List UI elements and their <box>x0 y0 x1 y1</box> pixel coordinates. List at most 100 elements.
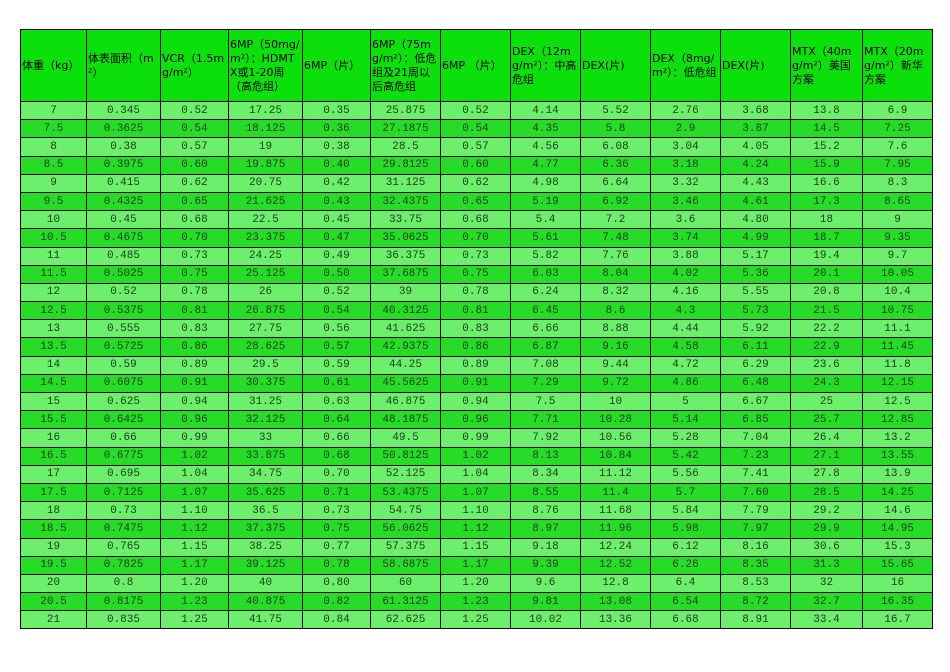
table-cell: 41.75 <box>228 610 303 630</box>
table-cell: 0.81 <box>160 301 229 321</box>
table-cell: 0.80 <box>302 573 371 594</box>
table-cell: 26.4 <box>790 428 863 448</box>
table-cell: 0.5375 <box>86 301 161 321</box>
table-cell: 30.6 <box>790 537 863 557</box>
table-row: 7.5 0.3625 0.54 18.125 0.36 27.1875 0.54 4.35 5.… <box>20 119 933 139</box>
table-cell: 0.94 <box>160 391 229 412</box>
table-cell: 0.49 <box>302 246 371 266</box>
table-cell: 9 <box>20 173 87 193</box>
table-cell: 9.44 <box>580 355 651 375</box>
table-cell: 32.7 <box>790 592 863 612</box>
table-cell: 6.92 <box>580 191 651 212</box>
table-cell: 7.97 <box>720 519 791 539</box>
table-cell: 0.54 <box>302 301 371 321</box>
table-cell: 48.1875 <box>370 410 441 430</box>
table-cell: 57.375 <box>370 537 441 557</box>
dosage-table: 体重（kg） 体表面积（m²） VCR（1.5mg/m²） 6MP（50mg/m²）：… <box>20 29 933 630</box>
table-cell: 0.57 <box>160 137 229 157</box>
table-row: 8.5 0.3975 0.60 19.875 0.40 29.8125 0.60 4.77 6.… <box>20 155 933 175</box>
table-cell: 44.25 <box>370 355 441 375</box>
table-cell: 4.43 <box>720 173 791 193</box>
table-cell: 33.75 <box>370 210 441 230</box>
table-cell: 0.89 <box>160 355 229 375</box>
table-cell: 0.62 <box>440 173 511 193</box>
table-cell: 21 <box>20 610 87 630</box>
table-cell: 6.85 <box>720 410 791 430</box>
table-cell: 9.39 <box>510 555 581 575</box>
table-cell: 5.8 <box>580 119 651 139</box>
table-cell: 0.91 <box>160 373 229 394</box>
table-cell: 10.05 <box>862 264 933 284</box>
table-cell: 46.875 <box>370 391 441 412</box>
table-cell: 6.12 <box>650 537 721 557</box>
table-cell: 19 <box>228 137 303 157</box>
table-cell: 9.5 <box>20 191 87 212</box>
table-cell: 0.485 <box>86 246 161 266</box>
table-cell: 0.66 <box>86 428 161 448</box>
table-cell: 6.9 <box>862 100 933 121</box>
table-cell: 5.82 <box>510 246 581 266</box>
table-cell: 0.78 <box>302 555 371 575</box>
table-cell: 10.4 <box>862 282 933 303</box>
column-header: MTX（20mg/m²）新华方案 <box>862 29 933 102</box>
table-cell: 40.875 <box>228 592 303 612</box>
table-cell: 1.17 <box>160 555 229 575</box>
table-cell: 1.15 <box>160 537 229 557</box>
table-cell: 6.36 <box>580 155 651 175</box>
table-cell: 5.42 <box>650 446 721 466</box>
table-cell: 0.3975 <box>86 155 161 175</box>
table-cell: 35.0625 <box>370 228 441 248</box>
table-cell: 19.5 <box>20 555 87 575</box>
column-header: DEX（8mg/m²）：低危组 <box>650 29 721 102</box>
table-cell: 5.28 <box>650 428 721 448</box>
table-cell: 32.125 <box>228 410 303 430</box>
column-header: 6MP （片） <box>440 29 511 102</box>
table-cell: 1.07 <box>440 482 511 503</box>
table-cell: 10.28 <box>580 410 651 430</box>
table-cell: 5.92 <box>720 319 791 339</box>
table-cell: 0.4675 <box>86 228 161 248</box>
table-cell: 7.41 <box>720 464 791 484</box>
table-cell: 10 <box>20 210 87 230</box>
table-cell: 18.7 <box>790 228 863 248</box>
table-cell: 1.10 <box>440 501 511 521</box>
table-cell: 10.84 <box>580 446 651 466</box>
table-cell: 5.98 <box>650 519 721 539</box>
table-cell: 0.99 <box>440 428 511 448</box>
table-cell: 0.75 <box>440 264 511 284</box>
table-cell: 6.26 <box>650 555 721 575</box>
table-cell: 42.9375 <box>370 337 441 357</box>
table-cell: 37.375 <box>228 519 303 539</box>
header-row: 体重（kg） 体表面积（m²） VCR（1.5mg/m²） 6MP（50mg/m²）：… <box>20 29 933 102</box>
table-cell: 28.5 <box>370 137 441 157</box>
table-cell: 0.94 <box>440 391 511 412</box>
table-cell: 7.5 <box>510 391 581 412</box>
table-cell: 0.54 <box>440 119 511 139</box>
table-cell: 0.78 <box>160 282 229 303</box>
table-cell: 22.9 <box>790 337 863 357</box>
table-cell: 0.77 <box>302 537 371 557</box>
table-cell: 19 <box>20 537 87 557</box>
table-cell: 17.5 <box>20 482 87 503</box>
dosage-table-container: 体重（kg） 体表面积（m²） VCR（1.5mg/m²） 6MP（50mg/m²）：… <box>20 29 933 630</box>
table-cell: 6.68 <box>650 610 721 630</box>
table-cell: 0.8 <box>86 573 161 594</box>
table-cell: 0.57 <box>302 337 371 357</box>
table-cell: 18 <box>790 210 863 230</box>
table-cell: 21.625 <box>228 191 303 212</box>
table-row: 7 0.345 0.52 17.25 0.35 25.875 0.52 4.14 5.52 2.7… <box>20 100 933 121</box>
column-header: DEX（12mg/m²）：中高危组 <box>510 29 581 102</box>
table-cell: 8.6 <box>580 301 651 321</box>
table-cell: 3.87 <box>720 119 791 139</box>
table-cell: 5.61 <box>510 228 581 248</box>
table-cell: 5.19 <box>510 191 581 212</box>
table-cell: 22.2 <box>790 319 863 339</box>
table-cell: 1.04 <box>440 464 511 484</box>
table-cell: 0.40 <box>302 155 371 175</box>
table-cell: 14.25 <box>862 482 933 503</box>
table-cell: 8.72 <box>720 592 791 612</box>
table-cell: 4.3 <box>650 301 721 321</box>
table-cell: 1.10 <box>160 501 229 521</box>
table-cell: 36.375 <box>370 246 441 266</box>
table-cell: 6.03 <box>510 264 581 284</box>
